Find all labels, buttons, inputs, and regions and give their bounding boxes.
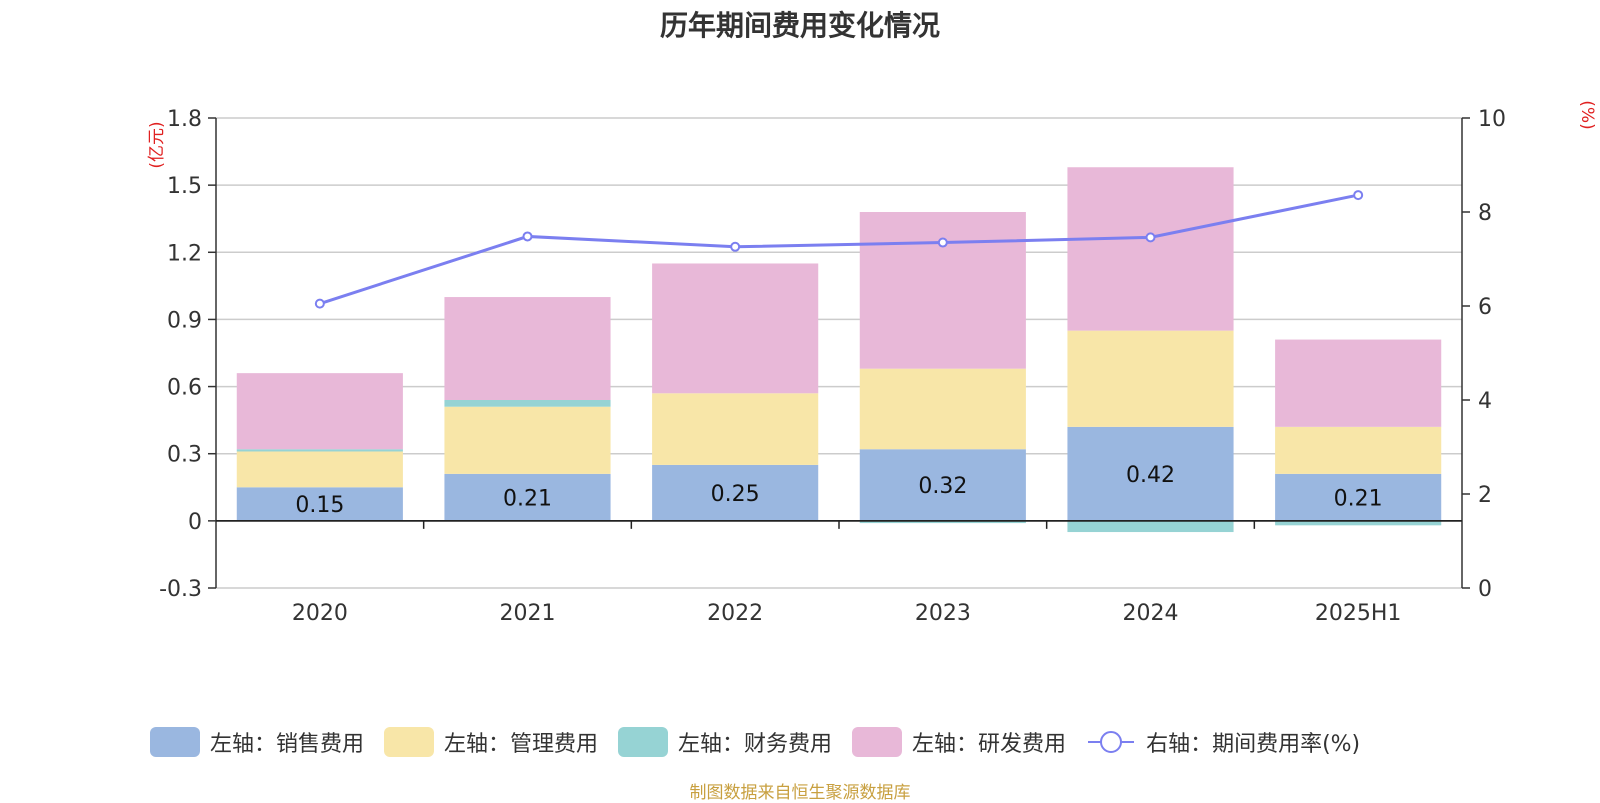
bar-rnd	[1067, 167, 1234, 331]
line-point-expense-rate	[314, 298, 325, 309]
source-note: 制图数据来自恒生聚源数据库	[689, 783, 911, 803]
bar-admin	[444, 406, 611, 474]
legend-swatch-sales	[150, 727, 200, 757]
bar-finance	[1067, 520, 1234, 533]
right-axis-tick-label: 6	[1478, 295, 1492, 320]
right-axis-tick-label: 4	[1478, 389, 1492, 414]
legend-label-expense-rate: 右轴：期间费用率(%)	[1146, 732, 1361, 757]
chart-title: 历年期间费用变化情况	[659, 9, 940, 42]
bar-admin	[1067, 330, 1234, 427]
bar-finance	[236, 449, 403, 452]
line-point-expense-rate	[522, 231, 533, 242]
data-label-sales: 0.25	[711, 482, 760, 507]
legend-label-sales: 左轴：销售费用	[210, 732, 365, 757]
data-label-sales: 0.42	[1126, 463, 1175, 488]
left-axis-tick-label: 1.5	[167, 174, 202, 199]
x-axis-label: 2022	[707, 601, 763, 626]
left-axis-tick-label: -0.3	[159, 577, 202, 602]
legend-item-sales[interactable]: 左轴：销售费用	[150, 726, 364, 758]
bar-admin	[859, 368, 1026, 450]
chart-plot: -0.3 0 0.3 0.6 0.9 1.2 1.5 1.8 0 2 4 6 8 10 2020 2021 20…	[147, 100, 1597, 626]
legend-label-rnd: 左轴：研发费用	[912, 732, 1067, 757]
bar-sales	[1067, 426, 1234, 521]
bar-sales	[236, 487, 403, 521]
left-axis-unit: (亿元)	[147, 121, 167, 168]
bar-sales	[1275, 473, 1442, 521]
line-expense-rate	[319, 193, 1359, 306]
bar-admin	[1275, 426, 1442, 474]
bar-finance	[444, 400, 611, 407]
left-axis-tick-label: 1.2	[167, 241, 202, 266]
bar-rnd	[859, 212, 1026, 369]
x-axis-label: 2024	[1123, 601, 1179, 626]
left-axis-tick-label: 0.6	[167, 376, 202, 401]
right-axis-unit: (%)	[1577, 100, 1597, 129]
bar-sales	[859, 449, 1026, 521]
data-label-sales: 0.32	[918, 474, 967, 499]
bar-admin	[652, 393, 819, 465]
legend-swatch-admin	[384, 727, 435, 757]
x-axis-label: 2020	[292, 601, 348, 626]
legend-item-expense-rate[interactable]: 右轴：期间费用率(%)	[1086, 726, 1360, 758]
legend-line-marker-icon	[1088, 731, 1135, 753]
bar-rnd	[236, 373, 403, 450]
legend-swatch-finance	[618, 727, 669, 757]
line-point-expense-rate	[937, 237, 948, 248]
left-axis-tick-label: 0	[188, 510, 202, 535]
x-axis-label: 2025H1	[1315, 601, 1402, 626]
right-axis-tick-label: 10	[1478, 107, 1506, 132]
data-label-sales: 0.21	[503, 486, 552, 511]
x-axis-label: 2021	[500, 601, 556, 626]
bar-rnd	[444, 297, 611, 400]
line-point-expense-rate	[730, 241, 741, 252]
legend-item-finance[interactable]: 左轴：财务费用	[618, 726, 832, 758]
data-label-sales: 0.21	[1334, 486, 1383, 511]
bar-rnd	[1275, 339, 1442, 427]
left-axis-tick-label: 0.9	[167, 308, 202, 333]
bar-admin	[236, 451, 403, 488]
left-axis-tick-label: 1.8	[167, 107, 202, 132]
legend-swatch-rnd	[852, 727, 903, 757]
right-axis-tick-label: 2	[1478, 483, 1492, 508]
legend: 左轴：销售费用 左轴：管理费用 左轴：财务费用 左轴：研发费用 右轴：期间费用率…	[150, 720, 1450, 764]
line-point-expense-rate	[1145, 232, 1156, 243]
left-axis-tick-label: 0.3	[167, 443, 202, 468]
legend-item-rnd[interactable]: 左轴：研发费用	[852, 726, 1066, 758]
legend-item-admin[interactable]: 左轴：管理费用	[384, 726, 598, 758]
data-label-sales: 0.15	[295, 493, 344, 518]
bar-rnd	[652, 263, 819, 394]
bar-sales	[444, 473, 611, 521]
bar-finance	[859, 520, 1026, 524]
bar-sales	[652, 464, 819, 521]
bar-finance	[1275, 520, 1442, 526]
x-axis-label: 2023	[915, 601, 971, 626]
right-axis-tick-label: 0	[1478, 577, 1492, 602]
right-axis-tick-label: 8	[1478, 201, 1492, 226]
legend-label-admin: 左轴：管理费用	[444, 732, 599, 757]
legend-label-finance: 左轴：财务费用	[678, 732, 833, 757]
line-point-expense-rate	[1353, 190, 1364, 201]
